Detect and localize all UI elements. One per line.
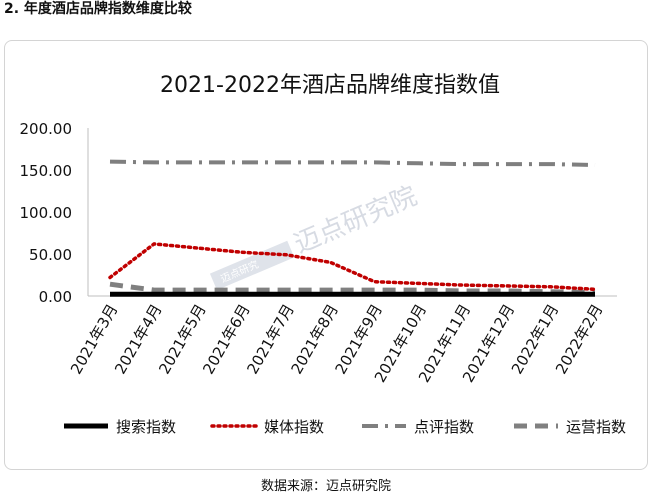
legend-label: 搜索指数 bbox=[116, 418, 176, 436]
series-line-3 bbox=[109, 159, 596, 167]
chart-card bbox=[4, 40, 648, 470]
y-tick-label: 100.00 bbox=[20, 204, 73, 222]
watermark: 迈点研究 迈点研究院 bbox=[209, 181, 421, 291]
y-tick-label: 0.00 bbox=[39, 288, 72, 306]
chart-title: 2021-2022年酒店品牌维度指数值 bbox=[160, 73, 500, 98]
legend: 搜索指数 媒体指数 点评指数 运营指数 bbox=[64, 418, 626, 436]
series-layer bbox=[108, 159, 597, 297]
legend-label: 媒体指数 bbox=[264, 418, 324, 436]
y-tick-label: 150.00 bbox=[20, 162, 73, 180]
legend-label: 运营指数 bbox=[566, 418, 626, 436]
series-line-2 bbox=[108, 242, 597, 292]
watermark-text: 迈点研究院 bbox=[290, 181, 421, 259]
data-source: 数据来源：迈点研究院 bbox=[260, 479, 391, 494]
x-axis: 2021年3月2021年4月2021年5月2021年6月2021年7月2021年… bbox=[67, 295, 617, 386]
series-line-4 bbox=[109, 281, 596, 296]
y-tick-label: 200.00 bbox=[20, 120, 73, 138]
line-chart: 迈点研究 迈点研究院 2021-2022年酒店品牌维度指数值 200.00 150… bbox=[20, 73, 627, 436]
y-tick-label: 50.00 bbox=[29, 246, 72, 264]
section-heading: 2. 年度酒店品牌指数维度比较 bbox=[4, 1, 192, 17]
y-axis: 200.00 150.00 100.00 50.00 0.00 bbox=[20, 120, 89, 306]
legend-label: 点评指数 bbox=[414, 418, 474, 436]
